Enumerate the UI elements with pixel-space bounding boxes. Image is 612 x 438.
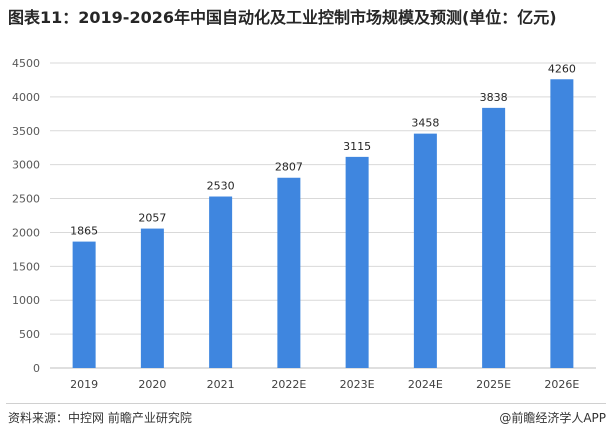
x-tick-label: 2019	[70, 378, 98, 391]
bar	[550, 79, 574, 369]
x-tick-label: 2024E	[408, 378, 443, 391]
y-tick-label: 3000	[12, 159, 40, 172]
chart-title: 图表11：2019-2026年中国自动化及工业控制市场规模及预测(单位：亿元)	[8, 8, 557, 27]
x-tick-label: 2022E	[271, 378, 306, 391]
y-tick-label: 3500	[12, 125, 40, 138]
credit-note: @前瞻经济学人APP	[499, 411, 606, 425]
bar	[345, 156, 369, 368]
data-label: 3838	[480, 91, 508, 104]
x-tick-label: 2020	[138, 378, 166, 391]
x-tick-label: 2025E	[476, 378, 511, 391]
data-label: 2807	[275, 161, 303, 174]
footer-divider	[6, 403, 606, 404]
y-tick-label: 1000	[12, 294, 40, 307]
bar	[482, 107, 506, 368]
y-tick-label: 4500	[12, 57, 40, 70]
x-tick-label: 2023E	[340, 378, 375, 391]
y-tick-label: 4000	[12, 91, 40, 104]
data-label: 2530	[207, 180, 235, 193]
y-tick-label: 1500	[12, 260, 40, 273]
y-tick-label: 0	[33, 362, 40, 375]
bar	[413, 133, 437, 368]
data-label: 3115	[343, 140, 371, 153]
y-tick-label: 500	[19, 328, 40, 341]
bar	[140, 228, 164, 368]
data-label: 1865	[70, 225, 98, 238]
y-tick-label: 2000	[12, 226, 40, 239]
y-tick-label: 2500	[12, 193, 40, 206]
x-tick-label: 2021	[207, 378, 235, 391]
data-label: 2057	[138, 212, 166, 225]
source-note: 资料来源：中控网 前瞻产业研究院	[8, 411, 192, 425]
data-label: 4260	[548, 62, 576, 75]
bar	[72, 241, 96, 368]
bar	[209, 196, 233, 368]
data-label: 3458	[411, 117, 439, 130]
x-tick-label: 2026E	[544, 378, 579, 391]
bar	[277, 177, 301, 368]
